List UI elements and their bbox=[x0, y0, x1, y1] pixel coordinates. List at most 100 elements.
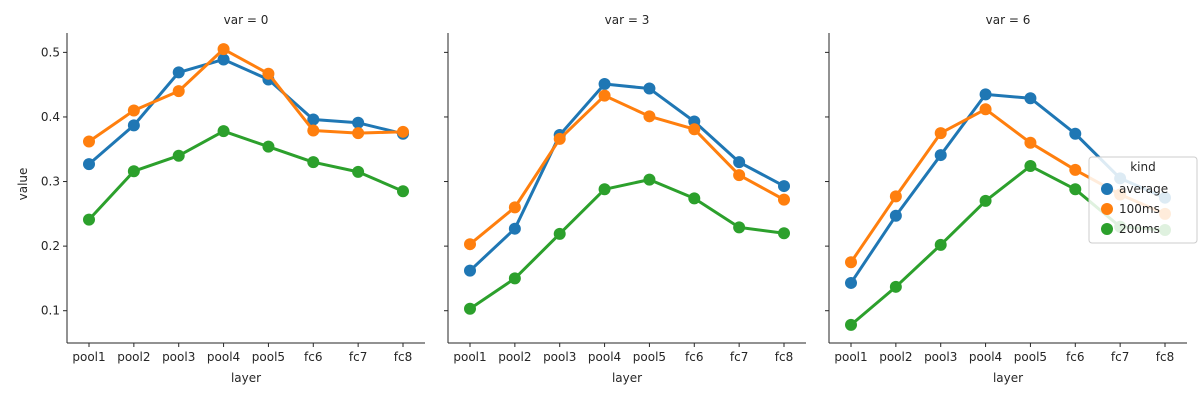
x-tick-label: pool4 bbox=[969, 350, 1002, 364]
data-point-average bbox=[127, 119, 140, 132]
data-point-100ms bbox=[979, 103, 992, 116]
legend-marker-average bbox=[1101, 183, 1113, 195]
panel-title: var = 6 bbox=[986, 13, 1031, 27]
panels: var = 0 0.1 0.2 0.3 0.4 0.5 pool1 pool2 pool3 poo… bbox=[41, 13, 1187, 385]
data-point-200ms bbox=[508, 272, 521, 285]
x-tick-label: pool1 bbox=[72, 350, 105, 364]
x-tick-label: fc7 bbox=[730, 350, 748, 364]
series-line-200ms bbox=[87, 129, 405, 222]
data-point-100ms bbox=[397, 125, 409, 138]
data-point-200ms bbox=[778, 227, 790, 240]
y-tick-label: 0.3 bbox=[41, 175, 60, 189]
panel-title: var = 0 bbox=[224, 13, 269, 27]
data-point-average bbox=[1024, 92, 1037, 105]
x-tick-label: fc7 bbox=[349, 350, 367, 364]
data-point-200ms bbox=[352, 165, 365, 178]
data-point-100ms bbox=[733, 169, 746, 182]
x-axis-label: layer bbox=[612, 371, 642, 385]
data-point-100ms bbox=[778, 193, 790, 206]
legend-title: kind bbox=[1130, 160, 1156, 174]
x-tick-label: pool1 bbox=[834, 350, 867, 364]
x-tick-label: pool3 bbox=[162, 350, 195, 364]
data-point-200ms bbox=[979, 194, 992, 207]
x-tick-label: fc8 bbox=[1156, 350, 1174, 364]
data-point-average bbox=[934, 149, 947, 162]
data-point-average bbox=[217, 53, 230, 66]
legend-entries: average 100ms 200ms bbox=[1101, 182, 1168, 236]
data-point-200ms bbox=[553, 227, 566, 240]
data-point-100ms bbox=[1069, 163, 1082, 176]
data-point-average bbox=[1069, 127, 1082, 140]
x-tick-label: pool3 bbox=[543, 350, 576, 364]
x-tick-label: fc6 bbox=[304, 350, 322, 364]
data-point-100ms bbox=[1024, 136, 1037, 149]
data-point-100ms bbox=[217, 43, 230, 56]
data-point-100ms bbox=[688, 123, 701, 136]
x-tick-label: fc6 bbox=[685, 350, 703, 364]
data-point-200ms bbox=[397, 185, 409, 198]
data-point-100ms bbox=[464, 238, 476, 251]
x-tick-label: pool2 bbox=[117, 350, 150, 364]
y-tick-label: 0.1 bbox=[41, 304, 60, 318]
legend-label-200ms: 200ms bbox=[1119, 222, 1160, 236]
x-tick-label: pool3 bbox=[924, 350, 957, 364]
series-line-100ms bbox=[87, 47, 405, 143]
data-point-average bbox=[352, 116, 365, 129]
data-point-200ms bbox=[934, 238, 947, 251]
legend-box bbox=[1088, 156, 1198, 244]
legend-label-average: average bbox=[1119, 182, 1168, 196]
data-point-average bbox=[172, 66, 185, 79]
data-point-average bbox=[598, 78, 611, 91]
data-point-200ms bbox=[172, 149, 185, 162]
legend-marker-100ms bbox=[1101, 203, 1113, 215]
data-point-100ms bbox=[934, 127, 947, 140]
series-line-average bbox=[468, 82, 786, 273]
data-point-average bbox=[307, 113, 320, 126]
legend-marker-200ms bbox=[1101, 223, 1113, 235]
data-point-100ms bbox=[172, 85, 185, 98]
data-point-100ms bbox=[643, 110, 656, 123]
data-point-average bbox=[508, 222, 521, 235]
data-point-average bbox=[83, 158, 95, 171]
data-point-200ms bbox=[1024, 160, 1037, 173]
x-tick-label: fc7 bbox=[1111, 350, 1129, 364]
data-point-200ms bbox=[464, 302, 476, 315]
y-tick-label: 0.5 bbox=[41, 45, 60, 59]
data-point-average bbox=[889, 209, 902, 222]
x-tick-label: pool1 bbox=[453, 350, 486, 364]
legend: kind average 100ms 200ms bbox=[1088, 156, 1198, 244]
x-axis-label: layer bbox=[231, 371, 261, 385]
x-axis-label: layer bbox=[993, 371, 1023, 385]
y-tick-label: 0.2 bbox=[41, 239, 60, 253]
data-point-200ms bbox=[127, 165, 140, 178]
data-point-100ms bbox=[845, 256, 857, 269]
data-point-200ms bbox=[845, 318, 857, 331]
x-tick-label: pool5 bbox=[1014, 350, 1047, 364]
data-point-average bbox=[845, 276, 857, 289]
x-tick-label: fc6 bbox=[1066, 350, 1084, 364]
data-point-200ms bbox=[733, 221, 746, 234]
data-point-200ms bbox=[262, 140, 275, 153]
panel-title: var = 3 bbox=[605, 13, 650, 27]
y-tick-label: 0.4 bbox=[41, 110, 60, 124]
data-point-200ms bbox=[889, 280, 902, 293]
data-point-100ms bbox=[553, 132, 566, 145]
data-point-average bbox=[979, 88, 992, 101]
data-point-average bbox=[733, 156, 746, 169]
x-tick-label: pool5 bbox=[633, 350, 666, 364]
data-point-average bbox=[643, 82, 656, 95]
x-tick-label: pool2 bbox=[879, 350, 912, 364]
data-point-200ms bbox=[643, 173, 656, 186]
data-point-200ms bbox=[598, 183, 611, 196]
data-point-200ms bbox=[307, 156, 320, 169]
x-tick-label: pool5 bbox=[252, 350, 285, 364]
x-tick-label: pool4 bbox=[588, 350, 621, 364]
x-tick-label: pool2 bbox=[498, 350, 531, 364]
series-line-average bbox=[87, 57, 405, 166]
data-point-200ms bbox=[1069, 183, 1082, 196]
data-point-100ms bbox=[262, 67, 275, 80]
x-tick-label: fc8 bbox=[394, 350, 412, 364]
data-point-200ms bbox=[83, 213, 95, 226]
